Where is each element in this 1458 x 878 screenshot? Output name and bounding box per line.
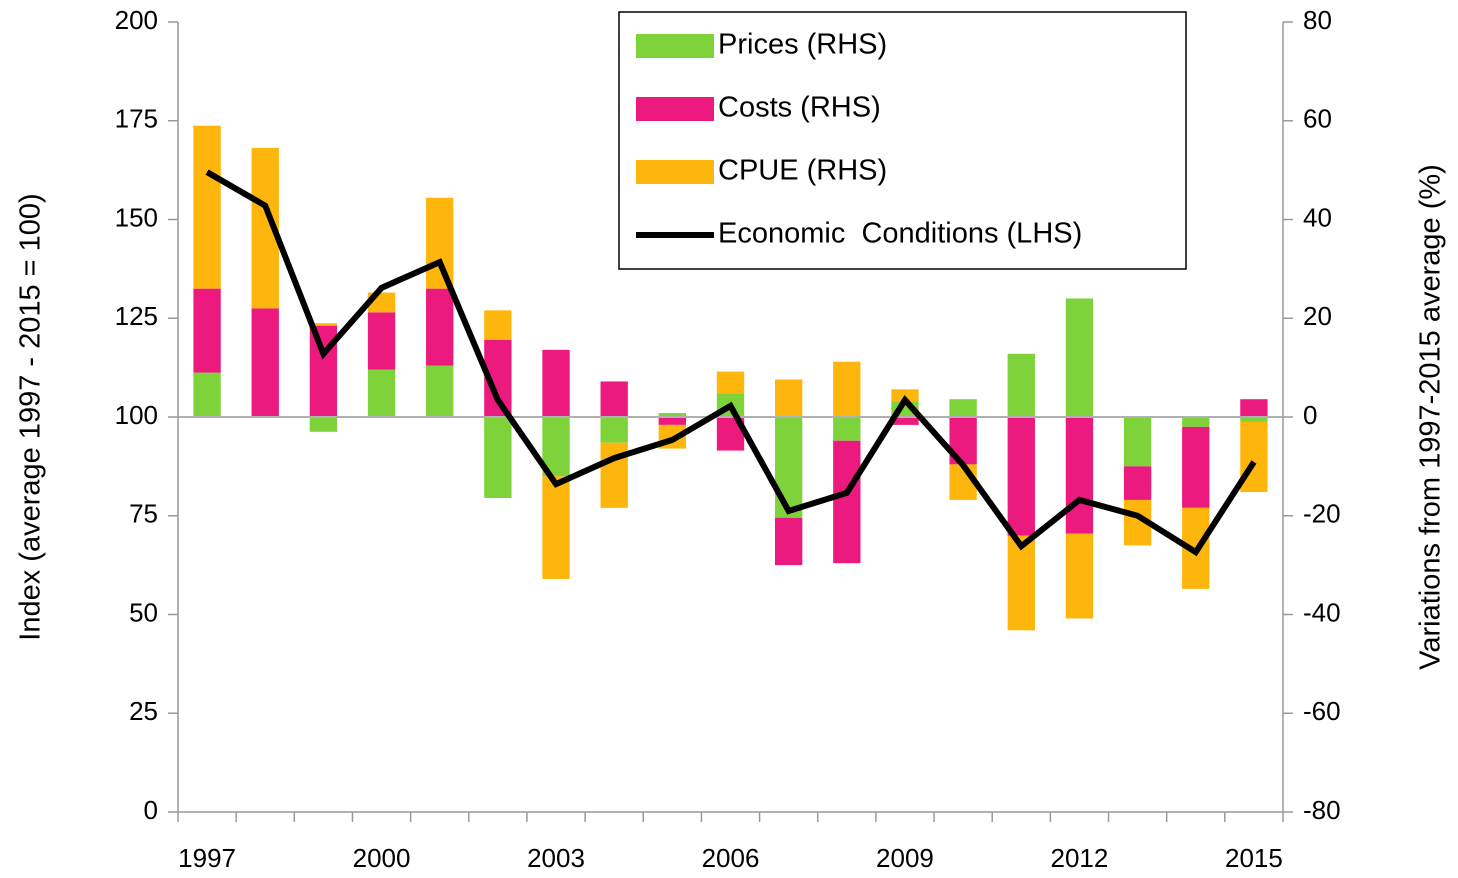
bar (193, 125, 221, 289)
legend-label: Costs (RHS) (718, 92, 881, 124)
bar (833, 361, 861, 417)
bar (1007, 417, 1035, 536)
bar (833, 440, 861, 564)
bar (1065, 417, 1094, 534)
y-tick-label: 75 (129, 499, 158, 529)
bar (658, 413, 687, 417)
line (205, 169, 1257, 557)
bar (774, 417, 803, 518)
y-tick-label: 100 (115, 400, 158, 430)
x-tick-label: 2015 (1225, 843, 1283, 873)
y-tick-label: 175 (115, 104, 158, 134)
bar (774, 379, 803, 417)
bar (1240, 399, 1268, 417)
bar (716, 371, 745, 394)
x-tick-label: 2000 (353, 843, 411, 873)
y2-tick-label: 0 (1303, 400, 1317, 430)
legend-label: CPUE (RHS) (718, 155, 887, 187)
bar (542, 476, 570, 579)
bar (251, 308, 279, 417)
bar (484, 310, 512, 340)
bar (426, 197, 454, 289)
y-tick-label: 25 (129, 696, 158, 726)
y2-tick-label: 80 (1303, 5, 1332, 35)
y-tick-label: 0 (144, 795, 158, 825)
bar (949, 399, 977, 417)
bar (309, 417, 338, 432)
y-tick-label: 125 (115, 301, 158, 331)
bar (367, 312, 396, 370)
bar (600, 381, 628, 417)
bar (1065, 533, 1094, 619)
legend-swatch (636, 160, 714, 184)
x-tick-label: 2003 (527, 843, 585, 873)
bar (193, 372, 221, 417)
bar (484, 417, 512, 498)
bar (891, 417, 919, 425)
y2-tick-label: -20 (1303, 499, 1341, 529)
legend-swatch (636, 34, 714, 58)
y2-tick-label: -60 (1303, 696, 1341, 726)
x-tick-label: 2012 (1051, 843, 1109, 873)
bar (1007, 535, 1035, 631)
y-tick-label: 150 (115, 202, 158, 232)
bar (1007, 353, 1035, 417)
bar (1182, 426, 1210, 508)
legend-label: Prices (RHS) (718, 29, 887, 61)
y2-tick-label: 40 (1303, 202, 1332, 232)
y2-tick-label: -80 (1303, 795, 1341, 825)
x-tick-label: 2006 (702, 843, 760, 873)
bar (833, 417, 861, 441)
bar (600, 417, 628, 443)
y2-tick-label: -40 (1303, 597, 1341, 627)
bar (426, 365, 454, 417)
y-axis-title: Index (average 1997 - 2015 = 100) (15, 193, 47, 640)
bar (426, 288, 454, 366)
x-tick-label: 1997 (178, 843, 236, 873)
bar (1182, 417, 1210, 427)
bar (1240, 417, 1268, 422)
legend-swatch (636, 97, 714, 121)
y2-tick-label: 60 (1303, 104, 1332, 134)
bar (367, 369, 396, 417)
bar (1065, 298, 1094, 417)
bar (193, 288, 221, 373)
bar (891, 389, 919, 402)
y2-tick-label: 20 (1303, 301, 1332, 331)
bar (774, 517, 803, 566)
x-tick-label: 2009 (876, 843, 934, 873)
y2-axis-title: Variations from 1997-2015 average (%) (1415, 164, 1447, 670)
bar (1123, 466, 1152, 500)
y-tick-label: 50 (129, 597, 158, 627)
y-tick-label: 200 (115, 5, 158, 35)
bar (309, 323, 338, 326)
bar (542, 349, 570, 417)
legend-label: Economic Conditions (LHS) (718, 218, 1082, 250)
bar (658, 417, 687, 425)
bar (1123, 417, 1152, 467)
